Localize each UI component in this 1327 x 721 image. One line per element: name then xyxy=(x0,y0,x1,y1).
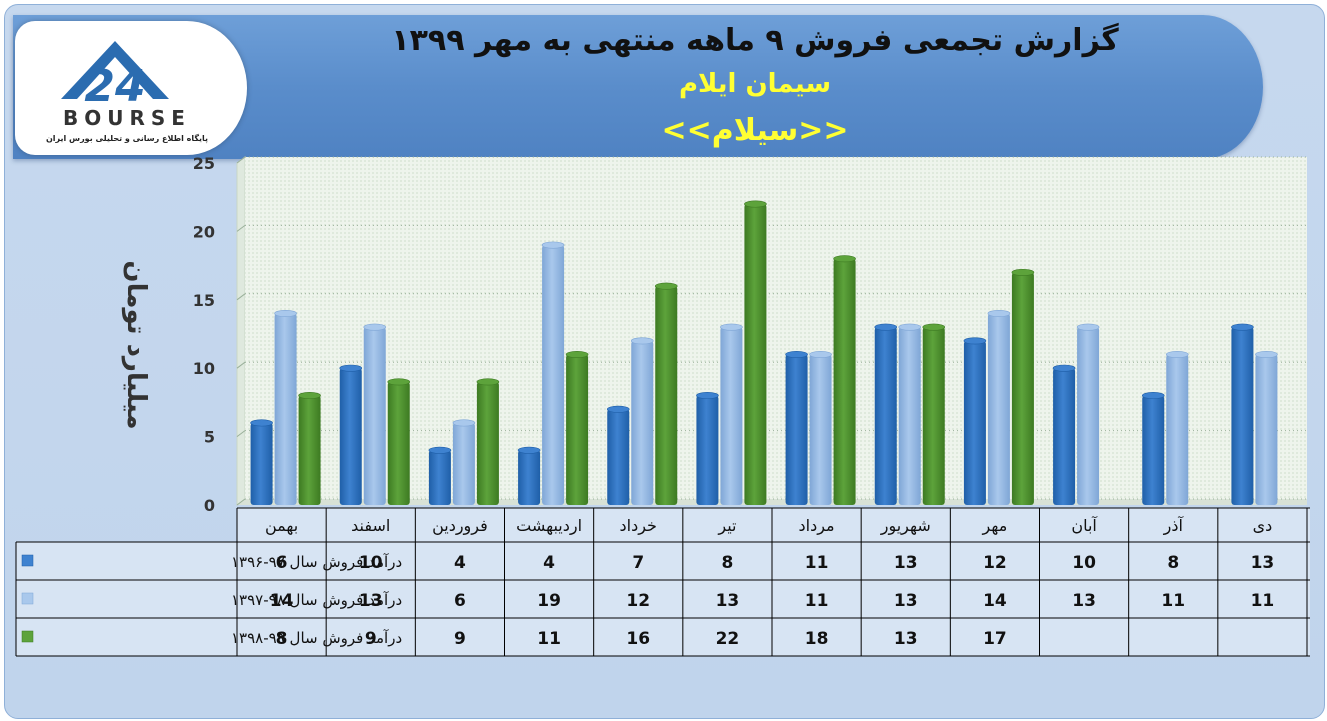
report-title: گزارش تجمعی فروش ۹ ماهه منتهی به مهر ۱۳۹… xyxy=(391,23,1119,58)
ticker-symbol: <<سیلام>> xyxy=(661,113,849,148)
report-frame: گزارش تجمعی فروش ۹ ماهه منتهی به مهر ۱۳۹… xyxy=(4,4,1325,719)
logo-mark: 24 xyxy=(84,61,145,112)
company-name: سیمان ایلام xyxy=(678,69,832,99)
logo: 24 BOURSE پایگاه اطلاع رسانی و تحلیلی بو… xyxy=(15,21,247,155)
logo-tagline: پایگاه اطلاع رسانی و تحلیلی بورس ایران xyxy=(46,133,208,144)
bourse24-logo-icon: 24 BOURSE پایگاه اطلاع رسانی و تحلیلی بو… xyxy=(46,41,208,144)
logo-wordmark: BOURSE xyxy=(63,106,191,130)
